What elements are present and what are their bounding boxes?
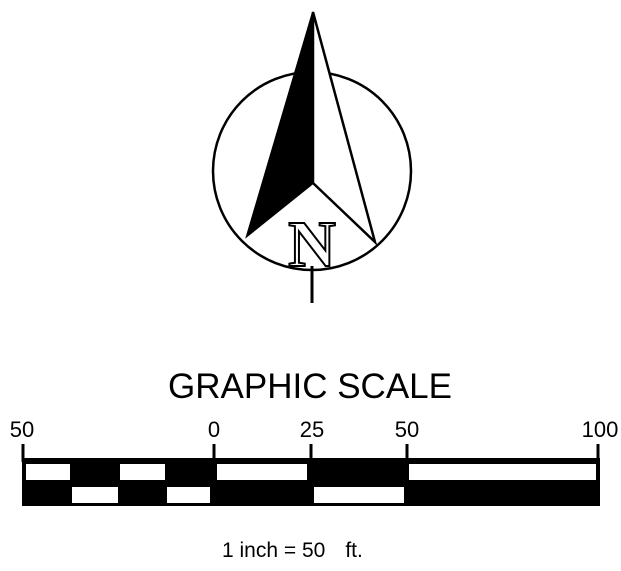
scale-segment-bottom-3 bbox=[314, 487, 404, 503]
tick-label-left-50: 50 bbox=[10, 417, 34, 442]
tick-label-0: 0 bbox=[208, 417, 220, 442]
scale-segment-top-4 bbox=[409, 464, 596, 480]
tick-label-50: 50 bbox=[395, 417, 419, 442]
scale-segment-top-2 bbox=[120, 464, 165, 480]
tick-label-100: 100 bbox=[582, 417, 619, 442]
north-letter: N bbox=[288, 208, 336, 281]
scale-ratio: 1 inch = 50 ft. bbox=[222, 539, 363, 562]
scale-segment-bottom-2 bbox=[167, 487, 210, 503]
scale-ratio-value: 50 bbox=[302, 539, 325, 562]
scale-title: GRAPHIC SCALE bbox=[168, 367, 452, 406]
north-arrow: N bbox=[211, 11, 413, 303]
north-arrow-left-half bbox=[245, 11, 314, 239]
tick-label-25: 25 bbox=[300, 417, 324, 442]
scale-bar bbox=[21, 444, 600, 506]
north-arrow-right-half bbox=[311, 11, 378, 246]
scale-tick-labels: 50 0 25 50 100 bbox=[10, 417, 619, 442]
scale-segment-bottom-1 bbox=[72, 487, 118, 503]
scale-ratio-prefix: 1 inch = bbox=[222, 539, 302, 562]
scale-ratio-unit: ft. bbox=[345, 539, 363, 562]
scale-segment-top-1 bbox=[26, 464, 70, 480]
scale-segment-top-3 bbox=[217, 464, 307, 480]
